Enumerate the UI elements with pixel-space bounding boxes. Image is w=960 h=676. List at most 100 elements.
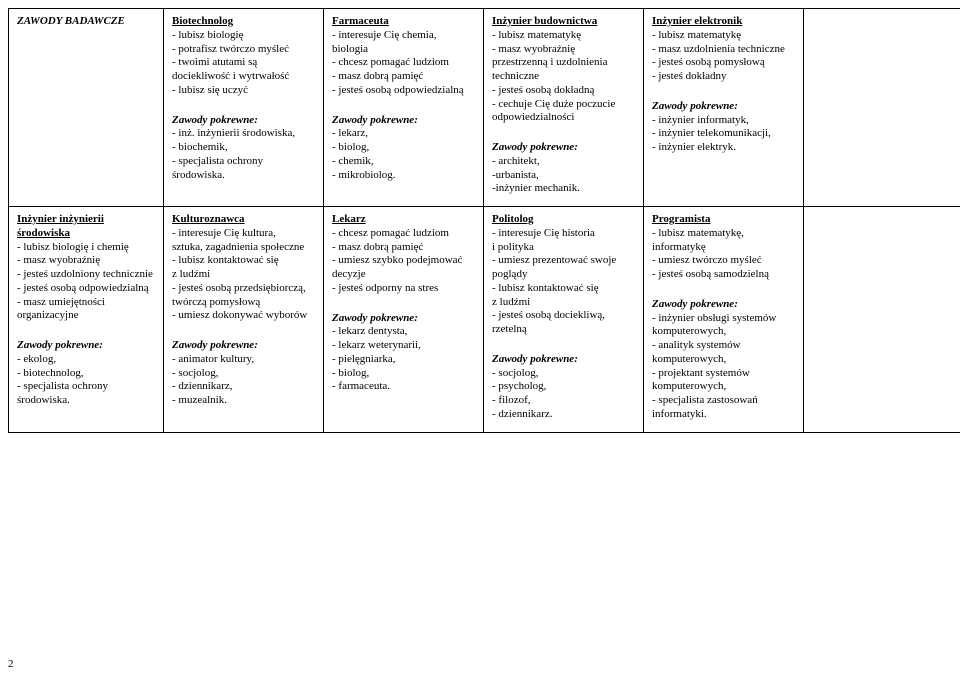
trait-line: - umiesz twórczo myśleć [652, 254, 762, 266]
related-line: - socjolog, [172, 367, 218, 379]
profession-cell: Inżynier elektronik - lubisz matematykę … [644, 9, 804, 207]
related-line: - specjalista zastosowań [652, 394, 758, 406]
trait-line: i polityka [492, 241, 534, 253]
related-line: - filozof, [492, 394, 530, 406]
profession-cell: Inżynier budownictwa - lubisz matematykę… [484, 9, 644, 207]
trait-line: - chcesz pomagać ludziom [332, 227, 449, 239]
related-line: - mikrobiolog. [332, 169, 396, 181]
related-line: - dziennikarz. [492, 408, 552, 420]
trait-line: - twoimi atutami są [172, 56, 257, 68]
trait-line: - masz wyobraźnię [492, 43, 575, 55]
related-line: - muzealnik. [172, 394, 227, 406]
trait-line: - jesteś dokładny [652, 70, 727, 82]
trait-line: - lubisz matematykę [652, 29, 741, 41]
related-heading: Zawody pokrewne: [332, 114, 418, 126]
related-line: - psycholog, [492, 380, 546, 392]
profession-name: Biotechnolog [172, 15, 233, 27]
profession-cell: Farmaceuta - interesuje Cię chemia, biol… [324, 9, 484, 207]
trait-line: - interesuje Cię chemia, biologia [332, 29, 436, 55]
related-line: - projektant systemów [652, 367, 750, 379]
related-line: - ekolog, [17, 353, 56, 365]
profession-cell: Programista - lubisz matematykę, informa… [644, 207, 804, 433]
related-line: - inż. inżynierii środowiska, [172, 127, 295, 139]
trait-line: - interesuje Cię historia [492, 227, 595, 239]
related-line: - inżynier telekomunikacji, [652, 127, 771, 139]
profession-cell: Lekarz - chcesz pomagać ludziom - masz d… [324, 207, 484, 433]
trait-line: - cechuje Cię duże poczucie [492, 98, 615, 110]
trait-line: odpowiedzialności [492, 111, 574, 123]
trait-line: - interesuje Cię kultura, [172, 227, 276, 239]
trait-line: decyzje [332, 268, 366, 280]
related-line: - lekarz dentysta, [332, 325, 407, 337]
trait-line: - jesteś osobą samodzielną [652, 268, 769, 280]
related-line: - analityk systemów [652, 339, 741, 351]
trait-line: - lubisz biologię [172, 29, 244, 41]
related-line: -urbanista, [492, 169, 539, 181]
trait-line: - jesteś osobą dociekliwą, [492, 309, 605, 321]
related-line: komputerowych, [652, 325, 726, 337]
trait-line: - jesteś osobą pomysłową [652, 56, 765, 68]
profession-name: Farmaceuta [332, 15, 389, 27]
related-heading: Zawody pokrewne: [492, 141, 578, 153]
related-heading: Zawody pokrewne: [17, 339, 103, 351]
related-line: - biochemik, [172, 141, 228, 153]
section-title: ZAWODY BADAWCZE [17, 15, 155, 27]
trait-line: - jesteś uzdolniony technicznie [17, 268, 153, 280]
related-line: - socjolog, [492, 367, 538, 379]
related-heading: Zawody pokrewne: [172, 114, 258, 126]
profession-cell: Biotechnolog - lubisz biologię - potrafi… [164, 9, 324, 207]
related-heading: Zawody pokrewne: [492, 353, 578, 365]
related-line: - inżynier obsługi systemów [652, 312, 776, 324]
trait-line: - jesteś osobą dokładną [492, 84, 594, 96]
trait-line: - masz dobrą pamięć [332, 241, 423, 253]
profession-cell: Inżynier inżynierii środowiska - lubisz … [9, 207, 164, 433]
trait-line: przestrzenną i uzdolnienia [492, 56, 607, 68]
trait-line: - masz umiejętności organizacyjne [17, 296, 105, 322]
related-line: - biotechnolog, [17, 367, 84, 379]
trait-line: twórczą pomysłową [172, 296, 260, 308]
related-line: - dziennikarz, [172, 380, 232, 392]
related-line: komputerowych, [652, 353, 726, 365]
profession-name: Inżynier elektronik [652, 15, 742, 27]
related-line: - specjalista ochrony środowiska. [17, 380, 108, 406]
profession-name: Inżynier budownictwa [492, 15, 597, 27]
related-line: - farmaceuta. [332, 380, 390, 392]
trait-line: rzetelną [492, 323, 527, 335]
empty-cell [804, 207, 960, 433]
related-line: - lekarz, [332, 127, 368, 139]
related-heading: Zawody pokrewne: [332, 312, 418, 324]
trait-line: z ludźmi [492, 296, 530, 308]
trait-line: - jesteś osobą odpowiedzialną [332, 84, 464, 96]
header-cell: ZAWODY BADAWCZE [9, 9, 164, 207]
trait-line: - jesteś osobą odpowiedzialną [17, 282, 149, 294]
empty-cell [804, 9, 960, 207]
related-heading: Zawody pokrewne: [652, 100, 738, 112]
trait-line: - umiesz prezentować swoje [492, 254, 616, 266]
trait-line: techniczne [492, 70, 539, 82]
related-line: - animator kultury, [172, 353, 254, 365]
trait-line: - lubisz kontaktować się [172, 254, 279, 266]
trait-line: - lubisz matematykę [492, 29, 581, 41]
related-line: - specjalista ochrony [172, 155, 263, 167]
trait-line: - umiesz szybko podejmować [332, 254, 462, 266]
trait-line: sztuka, zagadnienia społeczne [172, 241, 304, 253]
related-line: - inżynier elektryk. [652, 141, 736, 153]
trait-line: - masz uzdolnienia techniczne [652, 43, 785, 55]
related-heading: Zawody pokrewne: [652, 298, 738, 310]
related-heading: Zawody pokrewne: [172, 339, 258, 351]
profession-name: Lekarz [332, 213, 366, 225]
related-line: - architekt, [492, 155, 540, 167]
related-line: -inżynier mechanik. [492, 182, 580, 194]
trait-line: dociekliwość i wytrwałość [172, 70, 289, 82]
profession-cell: Politolog - interesuje Cię historia i po… [484, 207, 644, 433]
trait-line: - lubisz matematykę, informatykę [652, 227, 744, 253]
trait-line: - jesteś osobą przedsiębiorczą, [172, 282, 306, 294]
profession-name: Programista [652, 213, 710, 225]
trait-line: - lubisz kontaktować się [492, 282, 599, 294]
related-line: - biolog, [332, 367, 369, 379]
page-number: 2 [8, 658, 14, 670]
related-line: - pielęgniarka, [332, 353, 396, 365]
profession-name: Inżynier inżynierii środowiska [17, 213, 104, 239]
profession-name: Politolog [492, 213, 534, 225]
related-line: - chemik, [332, 155, 374, 167]
